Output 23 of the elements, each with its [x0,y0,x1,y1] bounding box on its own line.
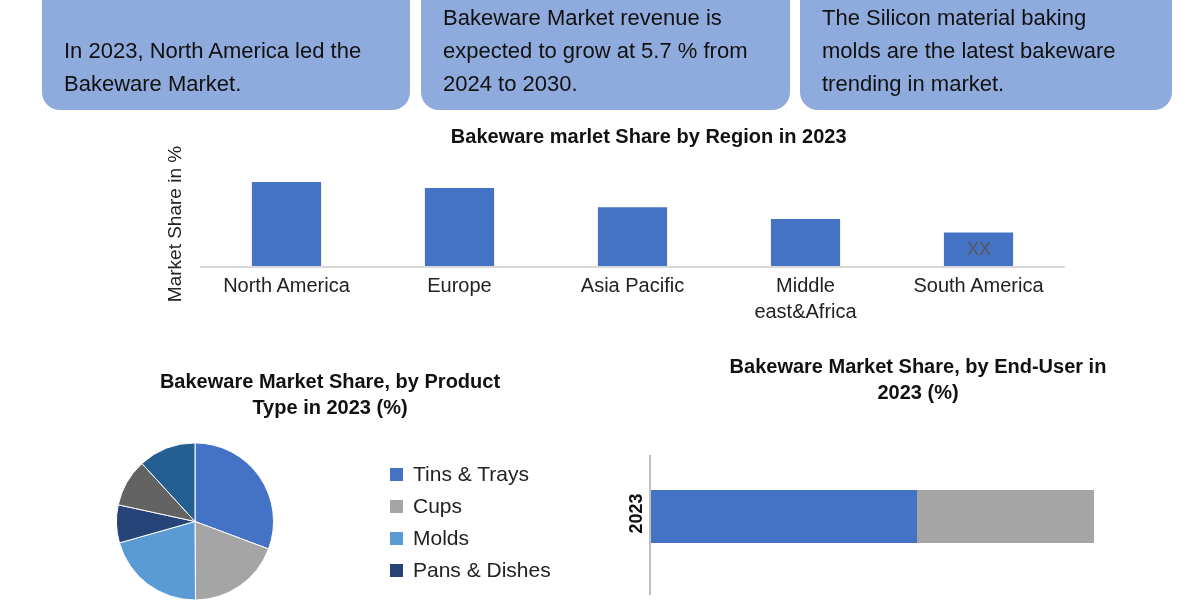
annotation: XX [967,239,992,259]
legend-label: Cups [413,494,463,518]
chart-title: Bakeware Market Share, by End-User in 2023 (%) [729,355,1107,404]
x-tick-label: South America [913,274,1045,296]
text: Bakeware Market revenue is expected to grow at 5.7 % from 2024 to 2030. [443,4,749,98]
x-tick-label: North America [223,274,351,296]
legend-label: Tins & Trays [413,462,529,486]
bar [943,232,1014,266]
y-tick-label: 2023 [625,493,646,534]
text: The Silicon material baking molds are the latest bakeware trending in market. [822,4,1117,98]
text: In 2023, North America led the Bakeware Market. [64,37,363,98]
x-tick-label: Europe [427,274,492,296]
chart-title: Bakeware Market Share, by Product Type in 2023 (%) [159,370,501,419]
bar [424,187,495,266]
x-tick-label: Middle east&Africa [754,274,858,322]
legend-label: Molds [413,526,470,550]
x-tick-label: Asia Pacific [580,274,685,296]
bar [597,207,668,266]
y-axis-title: Market Share in % [163,145,185,303]
chart-title: Bakeware marlet Share by Region in 2023 [450,125,847,147]
bar [251,182,322,266]
bar [770,218,841,266]
legend-label: Pans & Dishes [413,558,551,582]
